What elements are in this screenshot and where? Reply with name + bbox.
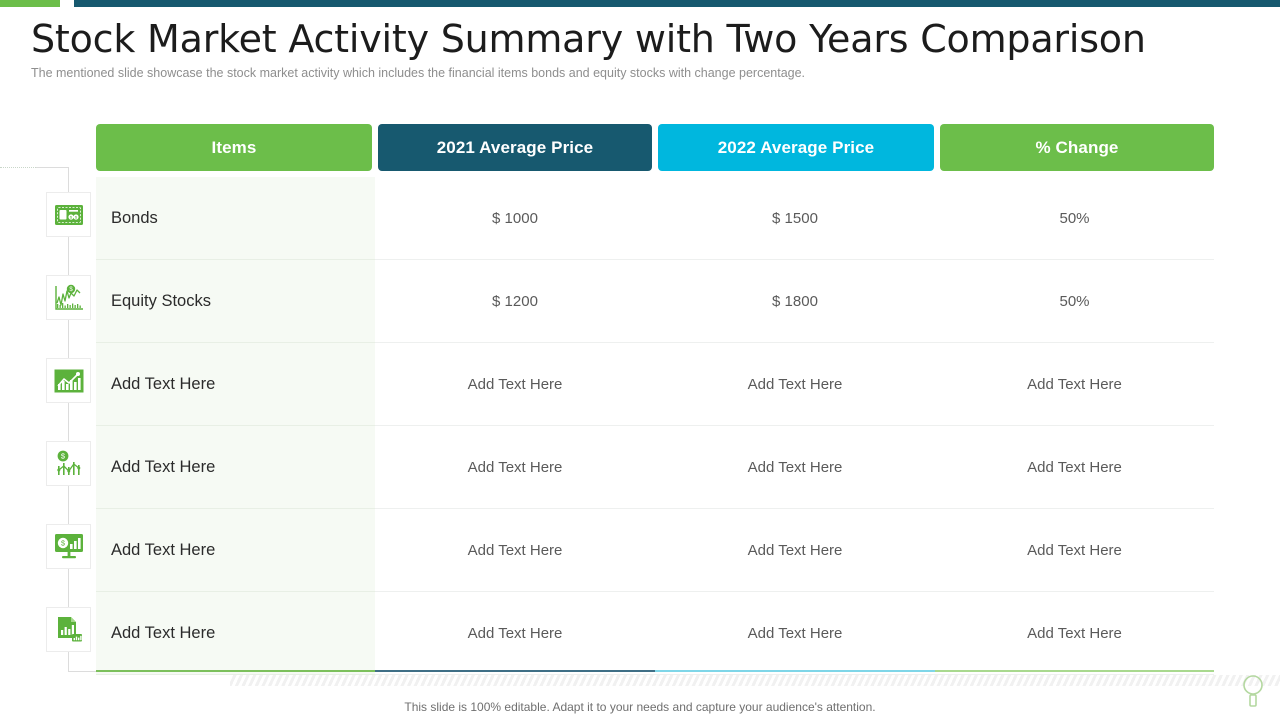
cell-2021-price[interactable]: Add Text Here — [375, 509, 655, 592]
footer-note: This slide is 100% editable. Adapt it to… — [404, 700, 876, 714]
cell-change[interactable]: 50% — [935, 260, 1214, 343]
cell-item[interactable]: Equity Stocks — [96, 260, 375, 343]
cell-item[interactable]: Bonds — [96, 177, 375, 260]
top-accent-bar — [0, 0, 1280, 7]
cell-change[interactable]: Add Text Here — [935, 426, 1214, 509]
comparison-table: Items 2021 Average Price 2022 Average Pr… — [96, 124, 1214, 675]
document-chart-icon — [46, 607, 91, 652]
connector-dotted-line — [0, 167, 36, 168]
page-subtitle: The mentioned slide showcase the stock m… — [31, 66, 806, 80]
page-title: Stock Market Activity Summary with Two Y… — [31, 17, 1146, 61]
bottom-rule-2022 — [655, 670, 935, 672]
magnifier-icon — [1240, 672, 1266, 715]
column-header-items[interactable]: Items — [96, 124, 372, 171]
cell-2022-price[interactable]: Add Text Here — [655, 426, 935, 509]
cell-2021-price[interactable]: $ 1200 — [375, 260, 655, 343]
cell-2022-price[interactable]: Add Text Here — [655, 509, 935, 592]
svg-text:$: $ — [69, 214, 72, 219]
svg-text:$: $ — [74, 214, 77, 219]
table-header-row: Items 2021 Average Price 2022 Average Pr… — [96, 124, 1214, 171]
column-header-2022-avg-price[interactable]: 2022 Average Price — [658, 124, 934, 171]
column-header-percent-change[interactable]: % Change — [939, 124, 1214, 171]
table-row[interactable]: Add Text Here Add Text Here Add Text Her… — [96, 592, 1214, 675]
cell-2021-price[interactable]: Add Text Here — [375, 592, 655, 675]
connector-top-horizontal — [36, 167, 69, 168]
table-row[interactable]: Add Text Here Add Text Here Add Text Her… — [96, 426, 1214, 509]
cell-change[interactable]: Add Text Here — [935, 509, 1214, 592]
bottom-rule-2021 — [375, 670, 655, 672]
cell-item[interactable]: Add Text Here — [96, 509, 375, 592]
cell-2022-price[interactable]: $ 1500 — [655, 177, 935, 260]
table-body: Bonds $ 1000 $ 1500 50% Equity Stocks $ … — [96, 177, 1214, 675]
monitor-chart-icon: $ — [46, 524, 91, 569]
stock-chart-dollar-icon: $ — [46, 275, 91, 320]
table-row[interactable]: Bonds $ 1000 $ 1500 50% — [96, 177, 1214, 260]
table-bottom-rules — [96, 670, 1214, 673]
top-bar-green-segment — [0, 0, 60, 7]
bar-chart-growth-icon — [46, 358, 91, 403]
top-bar-teal-segment — [74, 0, 1280, 7]
column-header-2021-avg-price[interactable]: 2021 Average Price — [377, 124, 652, 171]
bottom-rule-change — [935, 670, 1214, 672]
cell-2021-price[interactable]: $ 1000 — [375, 177, 655, 260]
cell-item[interactable]: Add Text Here — [96, 343, 375, 426]
banknote-icon: $ $ — [46, 192, 91, 237]
table-row[interactable]: Add Text Here Add Text Here Add Text Her… — [96, 509, 1214, 592]
table-row[interactable]: Add Text Here Add Text Here Add Text Her… — [96, 343, 1214, 426]
svg-text:$: $ — [61, 539, 65, 548]
cell-change[interactable]: Add Text Here — [935, 592, 1214, 675]
cell-2022-price[interactable]: $ 1800 — [655, 260, 935, 343]
cell-2021-price[interactable]: Add Text Here — [375, 426, 655, 509]
hatched-decoration-strip — [230, 675, 1280, 686]
cell-2022-price[interactable]: Add Text Here — [655, 343, 935, 426]
cell-2021-price[interactable]: Add Text Here — [375, 343, 655, 426]
svg-text:$: $ — [60, 451, 65, 460]
cell-2022-price[interactable]: Add Text Here — [655, 592, 935, 675]
coin-chart-icon: $ — [46, 441, 91, 486]
bottom-rule-items — [96, 670, 375, 672]
svg-text:$: $ — [69, 287, 73, 293]
cell-item[interactable]: Add Text Here — [96, 592, 375, 675]
cell-change[interactable]: 50% — [935, 177, 1214, 260]
table-row[interactable]: Equity Stocks $ 1200 $ 1800 50% — [96, 260, 1214, 343]
connector-vertical-line — [68, 167, 69, 672]
cell-item[interactable]: Add Text Here — [96, 426, 375, 509]
cell-change[interactable]: Add Text Here — [935, 343, 1214, 426]
